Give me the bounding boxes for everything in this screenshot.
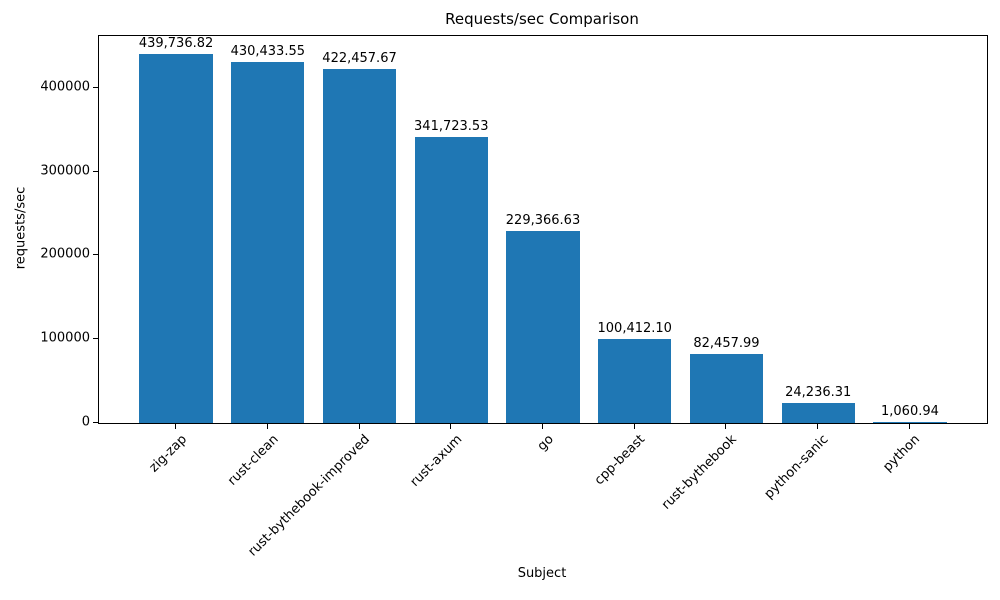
x-tick-label: python (880, 432, 924, 475)
x-tick-label: rust-clean (224, 432, 282, 489)
chart-title: Requests/sec Comparison (445, 10, 639, 28)
y-axis-tick (93, 338, 98, 340)
bar-zig-zap (139, 54, 213, 423)
bar-rust-bythebook-improved (322, 68, 397, 423)
y-axis-tick (93, 170, 98, 172)
y-axis-tick (93, 86, 98, 88)
y-tick-label: 300000 (40, 163, 90, 179)
bar-value-label: 100,412.10 (597, 320, 672, 336)
x-axis-tick (266, 424, 268, 429)
x-axis-tick (908, 424, 910, 429)
y-tick-label: 400000 (40, 79, 90, 95)
bar-rust-bythebook (689, 353, 764, 423)
x-axis-tick (725, 424, 727, 429)
x-tick-label: cpp-beast (592, 432, 649, 489)
x-tick-label: go (534, 432, 557, 455)
bar-rust-clean (231, 62, 305, 423)
bar-value-label: 1,060.94 (880, 404, 939, 419)
x-tick-label: rust-axum (407, 432, 465, 490)
bar-value-label: 229,366.63 (505, 212, 581, 228)
bar-python (873, 422, 947, 423)
bar-go (506, 230, 580, 423)
x-axis-tick (817, 424, 819, 429)
x-axis-tick (358, 424, 360, 429)
x-axis-tick (542, 424, 543, 429)
bar-value-label: 341,723.53 (414, 118, 489, 134)
x-tick-label: python-sanic (761, 432, 832, 502)
y-axis-tick (93, 422, 98, 423)
x-axis-tick (175, 424, 177, 429)
x-axis-tick (633, 424, 635, 429)
bar-value-label: 439,736.82 (138, 36, 214, 52)
bar-value-label: 430,433.55 (230, 44, 305, 60)
y-tick-label: 200000 (40, 246, 90, 262)
bar-value-label: 422,457.67 (322, 50, 397, 66)
y-tick-label: 0 (81, 414, 90, 430)
x-axis-tick (450, 424, 452, 429)
bar-value-label: 24,236.31 (785, 384, 852, 400)
x-tick-label: zig-zap (146, 432, 190, 476)
y-axis-tick (93, 254, 98, 256)
plot-area: 439,736.82 430,433.55 422,457.67 341,723.53… (98, 35, 988, 424)
x-tick-label: rust-bythebook (659, 432, 741, 513)
bar-python-sanic (781, 402, 855, 423)
x-axis-label: Subject (517, 566, 567, 581)
bar-value-label: 82,457.99 (693, 335, 760, 351)
y-tick-label: 100000 (40, 330, 90, 346)
bar-cpp-beast (598, 338, 672, 423)
bar-rust-axum (414, 136, 488, 423)
